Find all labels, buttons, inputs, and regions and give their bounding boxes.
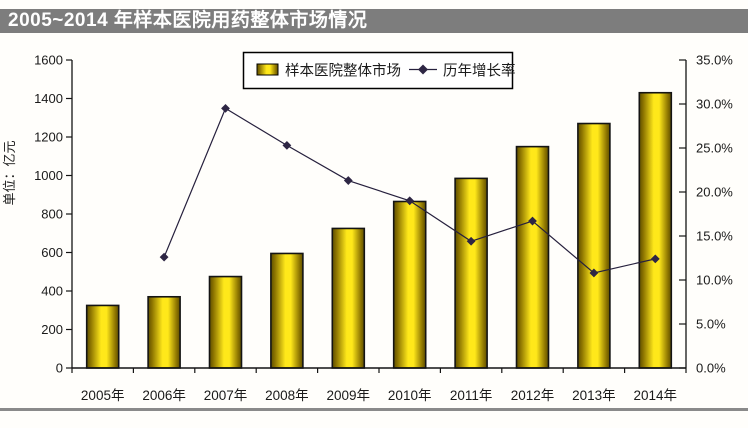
x-axis-category-label: 2007年: [204, 388, 248, 403]
x-axis-category-label: 2010年: [388, 388, 432, 403]
growth-marker-2010年: [405, 196, 415, 206]
growth-marker-2006年: [159, 252, 169, 262]
legend-box: [242, 51, 514, 90]
legend-line-label: 历年增长率: [443, 63, 516, 80]
legend-bar-label: 样本医院整体市场: [285, 63, 401, 80]
x-axis-category-label: 2012年: [511, 388, 555, 403]
y-axis-left-tick-label: 1000: [34, 168, 63, 183]
market-combo-chart: 0 200 400 600 800 1000 1200 1400 1600 0.0% 5.0% 10.…: [2, 51, 733, 403]
growth-marker-2014年: [650, 254, 660, 264]
growth-marker-2009年: [343, 176, 353, 185]
chart-area: 0 200 400 600 800 1000 1200 1400 1600 0.0% 5.0% 10.…: [0, 33, 748, 408]
y-axis-left-tick-label: 0: [56, 361, 63, 376]
bar-2007年: [208, 275, 243, 369]
growth-marker-2007年: [221, 104, 230, 113]
x-axis-category-label: 2005年: [81, 388, 125, 403]
bar-2014年: [638, 91, 673, 369]
growth-marker-2008年: [282, 140, 292, 150]
bottom-divider: [0, 408, 748, 411]
y-axis-right-tick-label: 35.0%: [696, 53, 733, 68]
bar-2009年: [331, 227, 366, 369]
bar-2012年: [515, 145, 550, 369]
y-axis-left-tick-label: 1600: [34, 53, 63, 68]
bar-2013年: [577, 122, 611, 369]
page-title: 2005~2014 年样本医院用药整体市场情况: [8, 10, 368, 31]
y-axis-left-tick-label: 800: [41, 207, 63, 222]
legend-bar-swatch-icon: [256, 63, 279, 76]
bar-2010年: [392, 200, 427, 369]
x-axis-category-label: 2011年: [450, 388, 493, 403]
y-axis-left-tick-label: 600: [41, 245, 63, 260]
y-axis-right-tick-label: 15.0%: [696, 229, 733, 244]
legend-line-marker-icon: [418, 64, 428, 75]
y-axis-right-tick-label: 10.0%: [696, 273, 733, 288]
bar-2006年: [147, 295, 181, 369]
chart-title-bar: 2005~2014 年样本医院用药整体市场情况: [0, 9, 748, 33]
x-axis-category-label: 2008年: [265, 388, 309, 403]
y-axis-right-tick-label: 30.0%: [696, 97, 733, 112]
y-axis-left-tick-label: 1400: [34, 91, 63, 106]
growth-marker-2011年: [466, 236, 476, 246]
y-axis-title: 单位：亿元: [2, 140, 17, 205]
y-axis-right-tick-label: 20.0%: [696, 185, 733, 200]
y-axis-left-tick-label: 1200: [34, 130, 63, 145]
y-axis-left-tick-label: 200: [41, 322, 63, 337]
y-axis-right-tick-label: 0.0%: [696, 361, 726, 376]
x-axis-category-label: 2009年: [327, 388, 371, 403]
bar-2011年: [454, 177, 488, 369]
x-axis-category-label: 2014年: [634, 388, 678, 403]
growth-marker-2013年: [589, 268, 599, 278]
y-axis-left-tick-label: 400: [41, 284, 63, 299]
y-axis-right-tick-label: 25.0%: [696, 141, 733, 156]
growth-marker-2012年: [528, 216, 537, 226]
y-axis-right-tick-label: 5.0%: [696, 317, 726, 332]
bar-2005年: [85, 304, 120, 369]
x-axis-category-label: 2013年: [572, 388, 616, 403]
x-axis-category-label: 2006年: [142, 388, 186, 403]
bar-2008年: [270, 252, 304, 369]
